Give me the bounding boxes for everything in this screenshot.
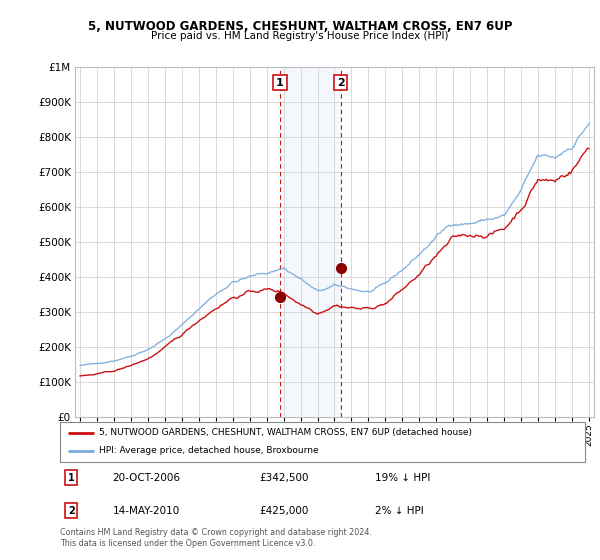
Text: 2: 2 [68, 506, 74, 516]
Text: £342,500: £342,500 [260, 473, 309, 483]
Text: 14-MAY-2010: 14-MAY-2010 [113, 506, 180, 516]
Text: 5, NUTWOOD GARDENS, CHESHUNT, WALTHAM CROSS, EN7 6UP (detached house): 5, NUTWOOD GARDENS, CHESHUNT, WALTHAM CR… [100, 428, 472, 437]
Text: 5, NUTWOOD GARDENS, CHESHUNT, WALTHAM CROSS, EN7 6UP: 5, NUTWOOD GARDENS, CHESHUNT, WALTHAM CR… [88, 20, 512, 32]
Text: HPI: Average price, detached house, Broxbourne: HPI: Average price, detached house, Brox… [100, 446, 319, 455]
Text: 1: 1 [68, 473, 74, 483]
Text: Contains HM Land Registry data © Crown copyright and database right 2024.
This d: Contains HM Land Registry data © Crown c… [60, 528, 372, 548]
Bar [280, 67, 341, 417]
Text: 2% ↓ HPI: 2% ↓ HPI [375, 506, 424, 516]
Text: £425,000: £425,000 [260, 506, 309, 516]
Text: 1: 1 [276, 78, 284, 88]
Text: 19% ↓ HPI: 19% ↓ HPI [375, 473, 430, 483]
Text: 20-OCT-2006: 20-OCT-2006 [113, 473, 181, 483]
Text: 2: 2 [337, 78, 344, 88]
Text: Price paid vs. HM Land Registry's House Price Index (HPI): Price paid vs. HM Land Registry's House … [151, 31, 449, 41]
